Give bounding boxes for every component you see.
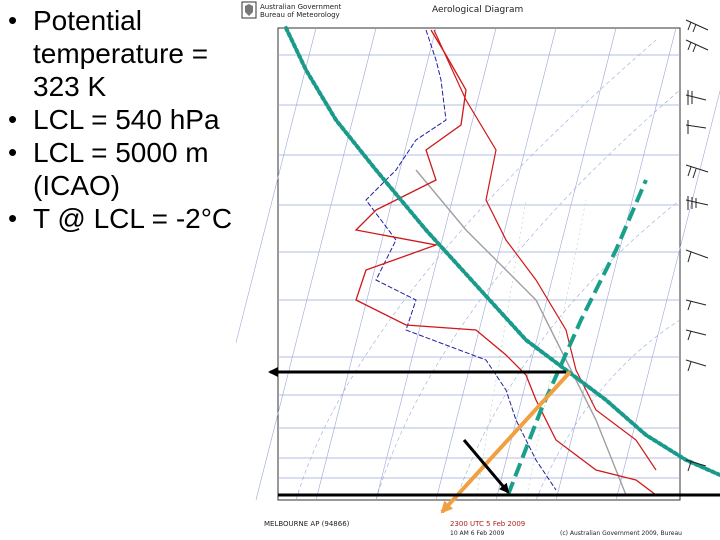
copyright-footer: (c) Australian Government 2009, Bureau (560, 530, 682, 537)
bullet-dot: • (8, 137, 18, 167)
temperature-trace-secondary (433, 29, 657, 471)
header-org-line-2: Bureau of Meteorology (260, 11, 340, 19)
crest-logo (241, 1, 257, 19)
bullet-potential-temperature: • Potential temperature = 323 K (6, 4, 242, 103)
surface-pointer-arrow (462, 439, 510, 494)
bullet-dot: • (8, 5, 18, 35)
wind-barb-icon (685, 249, 709, 263)
dewpoint-trace (365, 29, 557, 491)
dry-adiabat-line (455, 199, 681, 501)
bullet-lcl-pressure: • LCL = 540 hPa (6, 103, 242, 136)
observation-time-utc: 2300 UTC 5 Feb 2009 (450, 520, 525, 528)
bullet-lcl-height: • LCL = 5000 m (ICAO) (6, 136, 242, 202)
wind-barb-icon (685, 120, 707, 134)
wind-barb-icon (685, 299, 707, 311)
isotherm-line (375, 27, 497, 501)
bullet-lcl-temperature: • T @ LCL = -2°C (6, 202, 242, 235)
wind-barb-icon (685, 196, 709, 210)
bullet-text: LCL = 5000 m (ICAO) (33, 137, 209, 201)
wind-barb-icon (685, 359, 707, 372)
bullet-dot: • (8, 203, 18, 233)
diagram-header: Australian Government Bureau of Meteorol… (241, 1, 523, 19)
isotherm-line (495, 27, 617, 501)
parcel-reference-line (415, 169, 627, 496)
bullet-text: LCL = 540 hPa (33, 104, 220, 135)
mixing-ratio-line (475, 199, 527, 501)
wind-barb-icon (685, 90, 707, 105)
background-grid (236, 27, 720, 501)
aerological-diagram: Australian Government Bureau of Meteorol… (236, 1, 720, 537)
isotherm-line (315, 27, 437, 501)
adiabat-dotted-marker (284, 26, 720, 477)
wind-barb-icon (685, 329, 707, 341)
wind-barb-icon (685, 39, 709, 53)
isotherm-line (255, 27, 377, 501)
header-org-line-1: Australian Government (260, 3, 342, 11)
moist-adiabat-dashed-marker (506, 179, 648, 496)
diagram-title: Aerological Diagram (432, 5, 523, 15)
bullet-dot: • (8, 104, 18, 134)
wind-barbs (685, 19, 709, 472)
key-points-list: • Potential temperature = 323 K • LCL = 54… (6, 4, 242, 235)
lcl-temperature-arrow (440, 370, 572, 514)
bullet-text: T @ LCL = -2°C (33, 203, 233, 234)
station-label: MELBOURNE AP (94866) (264, 520, 350, 528)
dry-adiabat-line (295, 39, 657, 501)
isotherm-line (615, 89, 720, 501)
wind-barb-icon (685, 459, 707, 472)
wind-barb-icon (685, 164, 709, 179)
isotherm-line (236, 27, 317, 344)
bullet-text: Potential temperature = 323 K (33, 5, 209, 102)
observation-time-local: 10 AM 6 Feb 2009 (450, 530, 504, 537)
temperature-trace (354, 29, 657, 496)
mixing-ratio-line (525, 199, 587, 501)
diagram-footer: MELBOURNE AP (94866) 2300 UTC 5 Feb 2009… (264, 520, 682, 537)
dry-adiabat-line (375, 89, 681, 501)
wind-barb-icon (685, 19, 709, 33)
plot-frame (277, 27, 681, 501)
isotherm-line (555, 27, 677, 501)
isotherm-line (435, 27, 557, 501)
